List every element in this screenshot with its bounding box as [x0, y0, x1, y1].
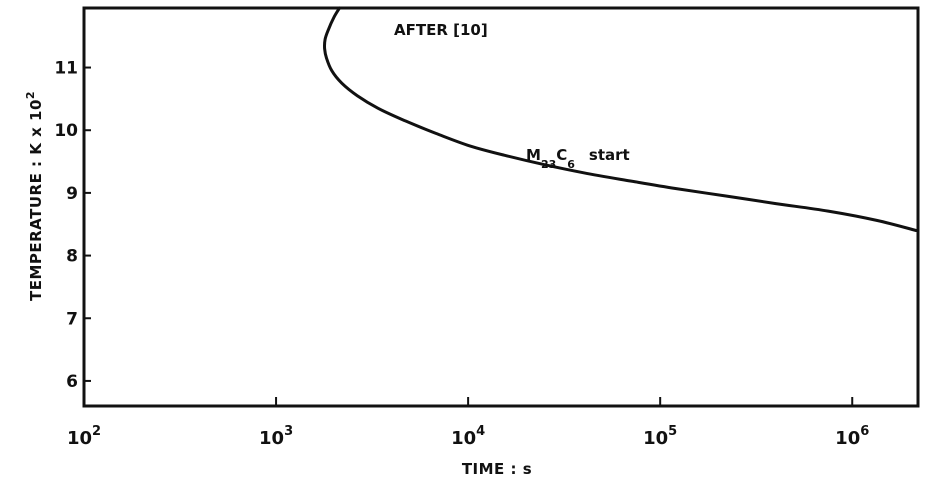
x-axis-tick-labels: 102 103 104 105 106 [67, 424, 869, 449]
y-axis-label-exp: 2 [24, 91, 37, 99]
y-axis-tick-labels: 6 7 8 9 10 11 [54, 59, 78, 392]
x-tick-label-base-0: 10 [67, 428, 92, 449]
y-tick-label-5: 11 [54, 59, 78, 79]
y-axis-label: TEMPERATURE : K x 102 [24, 91, 45, 301]
y-tick-label-2: 8 [66, 247, 78, 267]
x-axis-ticks [83, 397, 854, 406]
x-tick-label-exp-0: 2 [92, 424, 101, 439]
y-axis-label-main: TEMPERATURE : K x 10 [27, 99, 45, 301]
x-tick-label-base-4: 10 [835, 428, 860, 449]
y-tick-label-1: 7 [66, 309, 78, 329]
x-tick-label-base-1: 10 [259, 428, 284, 449]
x-tick-label-3: 105 [643, 424, 677, 449]
x-tick-label-base-2: 10 [451, 428, 476, 449]
x-tick-label-base-3: 10 [643, 428, 668, 449]
phase-start-label: M23C6 start [526, 146, 630, 171]
x-tick-label-4: 106 [835, 424, 869, 449]
phase-sub-23: 23 [541, 158, 556, 171]
x-tick-label-0: 102 [67, 424, 101, 449]
x-tick-label-exp-4: 6 [860, 424, 869, 439]
y-tick-label-4: 10 [54, 121, 78, 141]
phase-m: M [526, 146, 541, 164]
y-tick-label-0: 6 [66, 372, 78, 392]
y-axis-ticks [84, 66, 91, 382]
x-tick-label-2: 104 [451, 424, 485, 449]
phase-c: C [556, 146, 567, 164]
phase-sub-6: 6 [567, 158, 575, 171]
x-tick-label-exp-3: 5 [668, 424, 677, 439]
plot-frame [82, 6, 920, 408]
x-tick-label-exp-1: 3 [284, 424, 293, 439]
x-tick-label-exp-2: 4 [476, 424, 485, 439]
y-tick-label-3: 9 [66, 184, 78, 204]
m23c6-start-curve [323, 6, 918, 232]
x-tick-label-1: 103 [259, 424, 293, 449]
x-axis-label: TIME : s [462, 460, 532, 478]
phase-start-word: start [589, 146, 630, 164]
after-reference-label: AFTER [10] [394, 21, 488, 39]
